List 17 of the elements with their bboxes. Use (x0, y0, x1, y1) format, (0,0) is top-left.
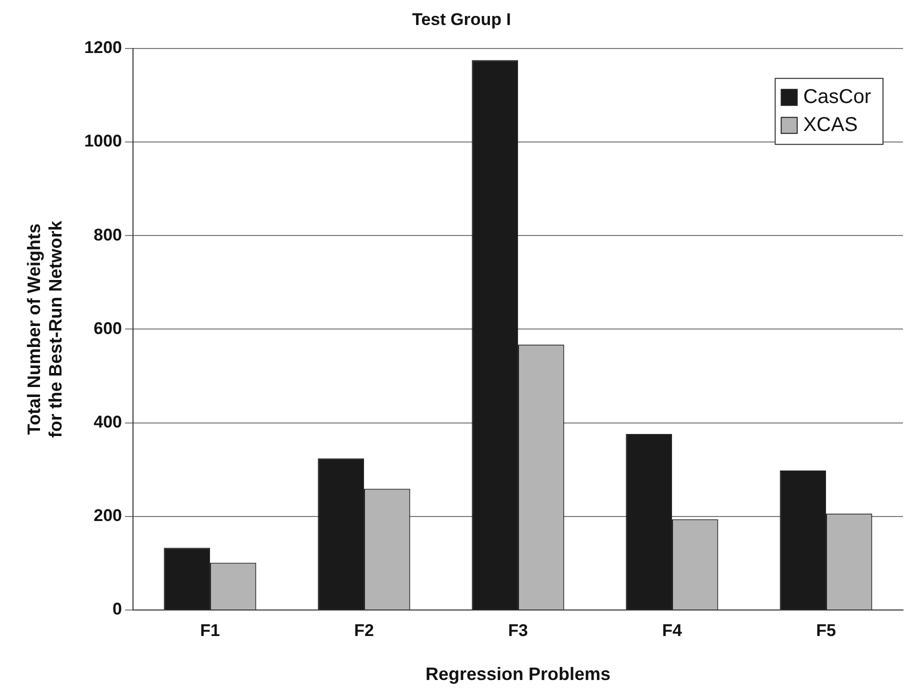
y-tick-label: 400 (94, 412, 122, 432)
x-tick-label: F5 (816, 620, 836, 640)
y-tick-label: 1200 (84, 38, 122, 58)
x-tick-label: F1 (200, 620, 220, 640)
x-tick-label: F3 (508, 620, 528, 640)
y-axis-title: Total Number of Weights for the Best-Run Network (24, 220, 66, 438)
y-tick-label: 0 (112, 600, 122, 619)
legend-label: XCAS (803, 114, 858, 136)
y-tick-label: 600 (94, 318, 122, 338)
y-tick-label: 1000 (84, 132, 122, 151)
y-tick-label: 200 (94, 506, 122, 526)
legend-label: CasCor (803, 86, 872, 108)
x-tick-label: F4 (662, 620, 682, 640)
x-axis-title: Regression Problems (425, 664, 611, 684)
y-tick-label: 800 (94, 225, 122, 244)
chart-title: Test Group I (412, 10, 511, 29)
x-tick-label: F2 (354, 620, 374, 640)
